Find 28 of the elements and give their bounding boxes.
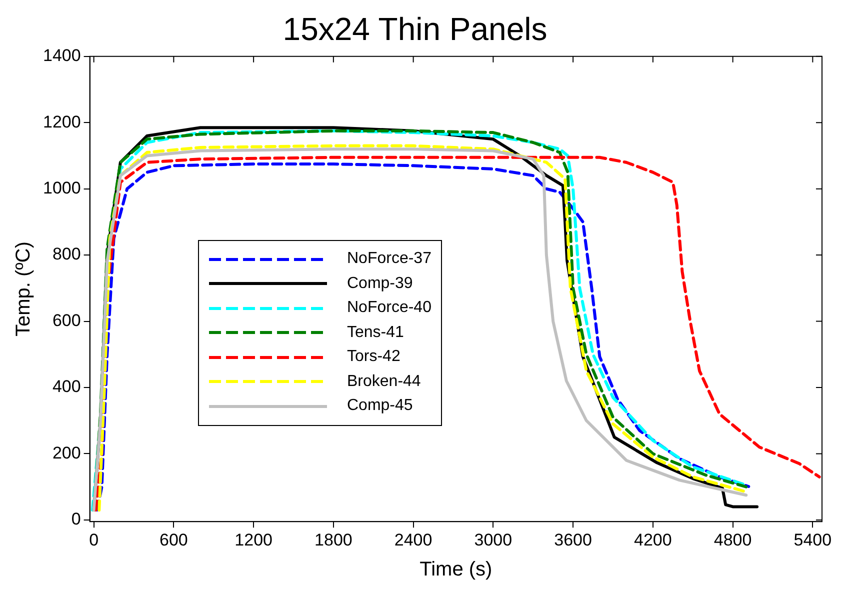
x-tick-label: 5400 xyxy=(794,530,832,550)
legend-label: Broken-44 xyxy=(347,372,421,391)
y-axis-title: Temp. (ºC) xyxy=(12,241,35,337)
y-tick-label: 1400 xyxy=(42,46,81,66)
x-tick-label: 4800 xyxy=(714,530,752,550)
legend-label: NoForce-40 xyxy=(347,299,432,318)
chart-title: 15x24 Thin Panels xyxy=(282,11,548,48)
x-tick-label: 0 xyxy=(89,530,99,550)
x-tick-label: 3000 xyxy=(474,530,512,550)
y-tick-label: 200 xyxy=(52,443,81,462)
x-tick-label: 1800 xyxy=(314,530,352,550)
legend-label: Tens-41 xyxy=(347,324,404,342)
y-tick-label: 0 xyxy=(71,510,81,529)
legend-label: Comp-39 xyxy=(347,274,413,293)
x-tick-label: 600 xyxy=(160,530,188,550)
x-tick-label: 2400 xyxy=(394,530,432,550)
x-axis-title: Time (s) xyxy=(420,558,492,581)
y-tick-label: 800 xyxy=(52,244,81,264)
y-tick-label: 1000 xyxy=(42,178,81,198)
legend-label: Comp-45 xyxy=(347,397,413,416)
x-tick-label: 4200 xyxy=(634,530,672,550)
legend-label: Tors-42 xyxy=(347,348,400,366)
y-tick-label: 1200 xyxy=(42,112,81,132)
y-tick-label: 400 xyxy=(52,377,81,396)
y-tick-label: 600 xyxy=(52,310,81,330)
x-tick-label: 1200 xyxy=(234,530,272,550)
x-tick-label: 3600 xyxy=(554,530,592,550)
legend-label: NoForce-37 xyxy=(347,250,432,268)
